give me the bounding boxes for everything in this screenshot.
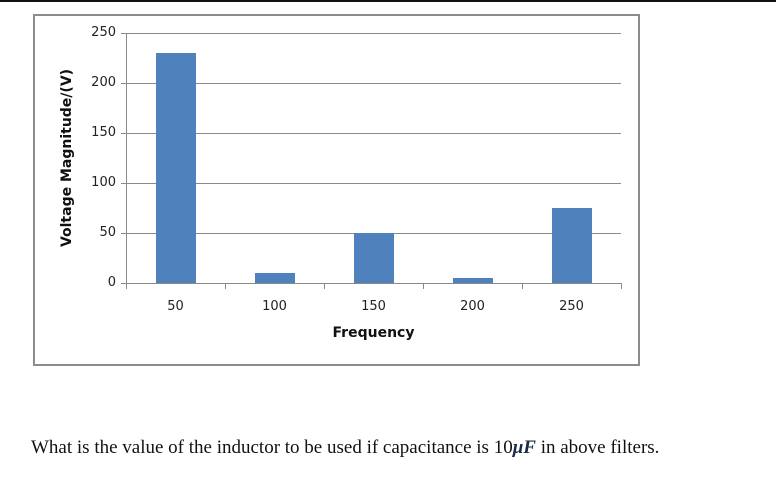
y-tick xyxy=(121,283,126,284)
bar-150 xyxy=(353,233,394,283)
x-tick xyxy=(225,283,226,289)
x-tick-label: 150 xyxy=(361,299,386,314)
x-tick xyxy=(522,283,523,289)
y-tick-label: 150 xyxy=(91,125,116,140)
x-tick-label: 200 xyxy=(460,299,485,314)
question-suffix: in above filters. xyxy=(535,437,660,458)
x-tick xyxy=(621,283,622,289)
bar-100 xyxy=(254,273,295,283)
bar-50 xyxy=(155,53,196,283)
bar-250 xyxy=(551,208,592,283)
y-tick xyxy=(121,83,126,84)
y-tick xyxy=(121,33,126,34)
top-rule xyxy=(0,0,776,2)
capacitance-unit: μF xyxy=(512,437,536,458)
gridline-100 xyxy=(126,183,621,184)
y-tick-label: 200 xyxy=(91,75,116,90)
x-tick-label: 50 xyxy=(167,299,184,314)
y-tick-label: 0 xyxy=(107,275,116,290)
gridline-200 xyxy=(126,83,621,84)
y-tick-label: 50 xyxy=(99,225,116,240)
y-axis-title: Voltage Magnitude/(V) xyxy=(59,68,75,248)
y-tick xyxy=(121,133,126,134)
x-tick-label: 100 xyxy=(262,299,287,314)
question-prefix: What is the value of the inductor to be … xyxy=(31,437,513,458)
y-tick-label: 250 xyxy=(91,25,116,40)
y-axis-line xyxy=(126,33,127,284)
gridline-250 xyxy=(126,33,621,34)
chart-frame xyxy=(33,14,640,366)
question-text: What is the value of the inductor to be … xyxy=(31,437,659,459)
y-tick xyxy=(121,183,126,184)
x-axis-title: Frequency xyxy=(332,325,415,341)
bar-200 xyxy=(452,278,493,283)
y-tick xyxy=(121,233,126,234)
x-tick-label: 250 xyxy=(559,299,584,314)
y-tick-label: 100 xyxy=(91,175,116,190)
x-tick xyxy=(126,283,127,289)
x-tick xyxy=(324,283,325,289)
gridline-150 xyxy=(126,133,621,134)
x-axis-line xyxy=(126,283,621,284)
x-tick xyxy=(423,283,424,289)
